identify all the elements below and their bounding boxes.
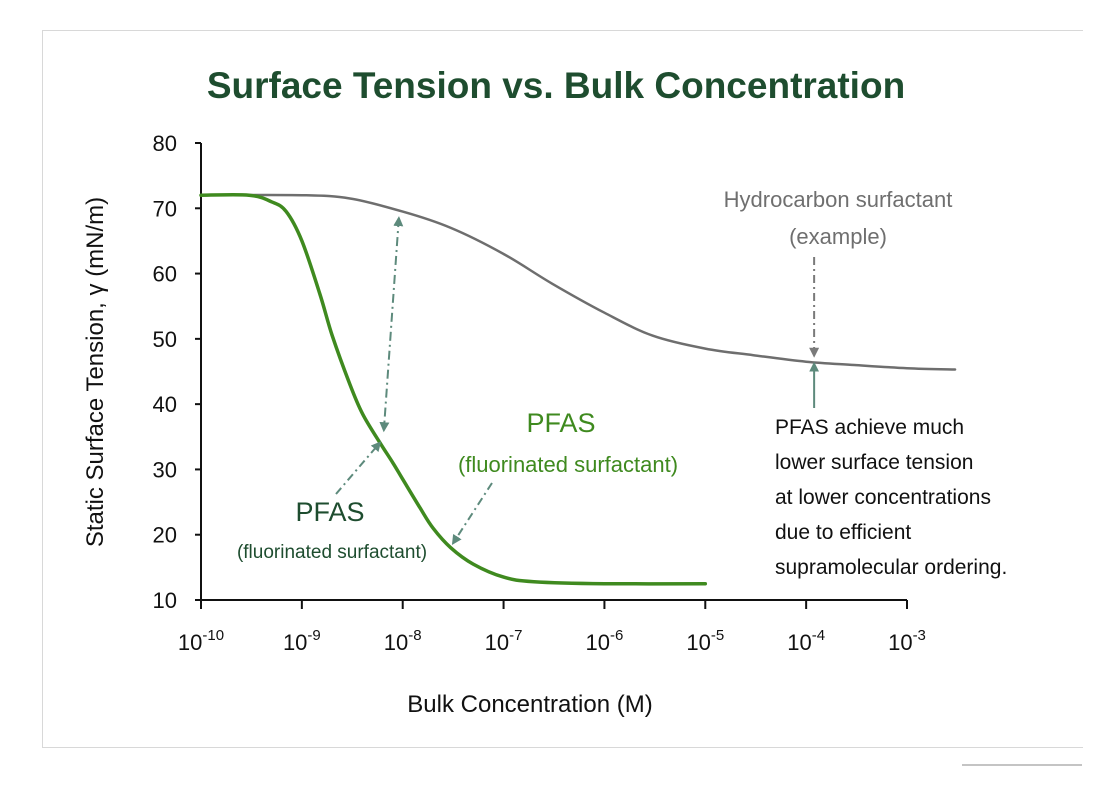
chart-title: Surface Tension vs. Bulk Concentration bbox=[207, 65, 905, 106]
plot-area: 10 20 30 40 50 60 70 80 10-10 10-9 10-8 10-7 10-6 10-… bbox=[153, 131, 1008, 655]
x-tick-label: 10-9 bbox=[283, 627, 321, 655]
y-tick-label: 60 bbox=[153, 262, 177, 287]
series-line-hydrocarbon bbox=[199, 193, 957, 371]
corner-mark bbox=[962, 764, 1082, 766]
y-tick-label: 80 bbox=[153, 131, 177, 156]
pfas-label-left-sub: (fluorinated surfactant) bbox=[237, 542, 427, 563]
x-tick-label: 10-8 bbox=[384, 627, 422, 655]
note-line: lower surface tension bbox=[775, 451, 973, 474]
pfas-label-right: PFAS bbox=[526, 408, 595, 438]
x-tick-label: 10-5 bbox=[686, 627, 724, 655]
series-line-pfas bbox=[199, 192, 708, 586]
x-tick-label: 10-7 bbox=[485, 627, 523, 655]
note-line: due to efficient bbox=[775, 521, 911, 544]
y-tick-label: 20 bbox=[153, 523, 177, 548]
y-axis-label: Static Surface Tension, γ (mN/m) bbox=[82, 197, 109, 547]
y-tick-label: 30 bbox=[153, 457, 177, 482]
chart-frame bbox=[42, 30, 1083, 748]
y-tick-label: 10 bbox=[153, 588, 177, 613]
note-line: at lower concentrations bbox=[775, 486, 991, 509]
note-line: supramolecular ordering. bbox=[775, 556, 1007, 579]
x-tick-label: 10-4 bbox=[787, 627, 825, 655]
pfas-label-left: PFAS bbox=[295, 497, 364, 527]
x-tick-label: 10-6 bbox=[586, 627, 624, 655]
hydrocarbon-label: (example) bbox=[789, 224, 887, 249]
double-arrow-gap bbox=[379, 216, 404, 433]
pfas-label-right-sub: (fluorinated surfactant) bbox=[458, 452, 678, 477]
y-tick-label: 50 bbox=[153, 327, 177, 352]
x-tick-label: 10-10 bbox=[178, 627, 224, 655]
note-line: PFAS achieve much bbox=[775, 416, 964, 439]
pfas-left-arrow bbox=[335, 441, 382, 495]
x-tick-label: 10-3 bbox=[888, 627, 926, 655]
x-axis-label: Bulk Concentration (M) bbox=[407, 691, 652, 718]
y-tick-label: 70 bbox=[153, 196, 177, 221]
y-tick-label: 40 bbox=[153, 392, 177, 417]
hydrocarbon-label: Hydrocarbon surfactant bbox=[724, 187, 953, 212]
pfas-right-arrow bbox=[451, 482, 493, 546]
